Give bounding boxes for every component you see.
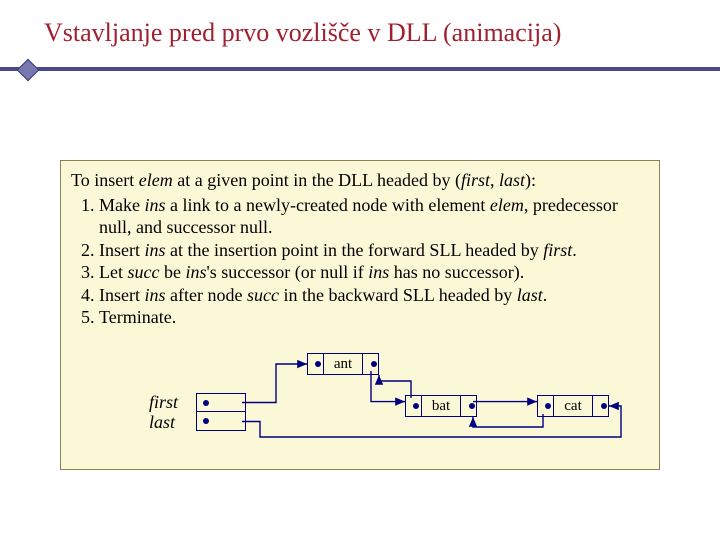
algorithm-heading: To insert elem at a given point in the D… xyxy=(71,169,649,192)
var-last: last xyxy=(499,170,525,190)
text: . xyxy=(572,240,577,260)
text: has no successor). xyxy=(389,262,524,282)
diamond-icon xyxy=(17,59,40,82)
var-ins: ins xyxy=(144,285,165,305)
var-ins: ins xyxy=(368,262,389,282)
step-5: Terminate. xyxy=(99,306,649,329)
var-succ: succ xyxy=(247,285,279,305)
text: Insert xyxy=(99,240,144,260)
text: Let xyxy=(99,262,128,282)
text: at the insertion point in the forward SL… xyxy=(166,240,544,260)
step-3: Let succ be ins's successor (or null if … xyxy=(99,261,649,284)
step-2: Insert ins at the insertion point in the… xyxy=(99,239,649,262)
linked-list-diagram: first last ant bat cat xyxy=(61,335,659,465)
var-elem: elem xyxy=(490,195,524,215)
text: Terminate. xyxy=(99,307,176,327)
text: . xyxy=(543,285,548,305)
var-ins: ins xyxy=(144,195,165,215)
var-ins: ins xyxy=(185,262,206,282)
slide: Vstavljanje pred prvo vozlišče v DLL (an… xyxy=(0,0,720,540)
text: To insert xyxy=(71,170,139,190)
page-title: Vstavljanje pred prvo vozlišče v DLL (an… xyxy=(44,18,700,48)
text: Make xyxy=(99,195,144,215)
text: after node xyxy=(166,285,247,305)
text: 's successor (or null if xyxy=(207,262,369,282)
text: Insert xyxy=(99,285,144,305)
text: a link to a newly-created node with elem… xyxy=(166,195,490,215)
var-succ: succ xyxy=(128,262,160,282)
var-first: first xyxy=(461,170,490,190)
text: ): xyxy=(525,170,536,190)
title-divider xyxy=(0,62,720,76)
text: at a given point in the DLL headed by ( xyxy=(173,170,461,190)
text: , xyxy=(490,170,499,190)
var-first: first xyxy=(543,240,572,260)
content-box: To insert elem at a given point in the D… xyxy=(60,160,660,470)
var-elem: elem xyxy=(139,170,173,190)
arrows xyxy=(61,335,659,465)
step-1: Make ins a link to a newly-created node … xyxy=(99,194,649,239)
divider-line xyxy=(0,67,720,71)
var-last: last xyxy=(517,285,543,305)
algorithm-steps: Make ins a link to a newly-created node … xyxy=(71,194,649,329)
text: in the backward SLL headed by xyxy=(279,285,517,305)
text: be xyxy=(159,262,185,282)
step-4: Insert ins after node succ in the backwa… xyxy=(99,284,649,307)
var-ins: ins xyxy=(144,240,165,260)
